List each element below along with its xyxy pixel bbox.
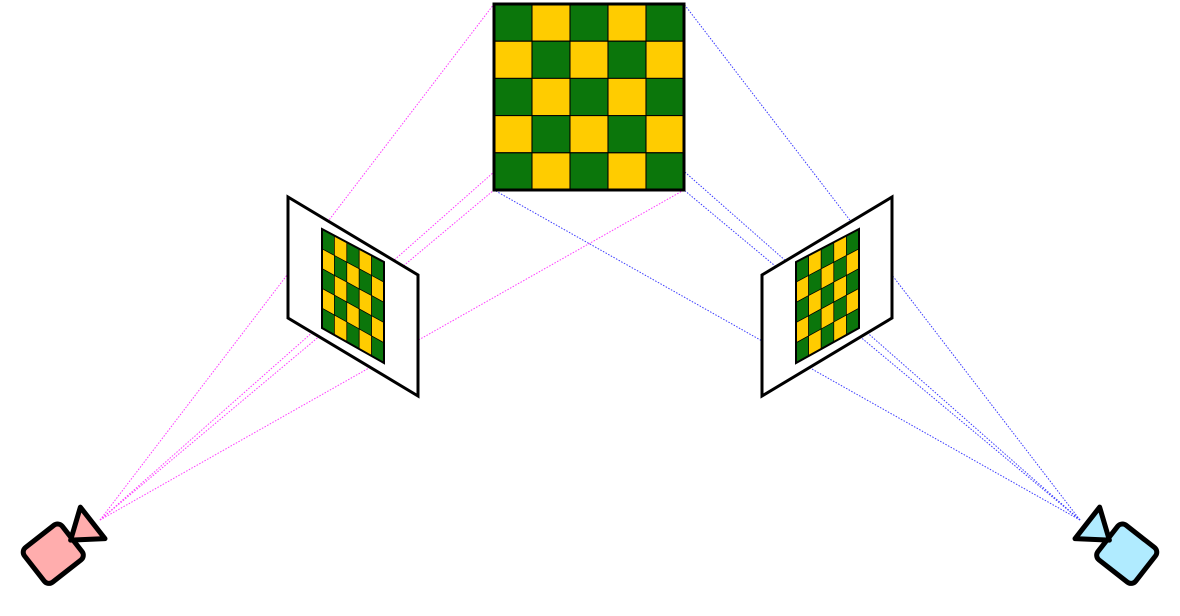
board-square-r3c5 bbox=[645, 77, 685, 117]
board-square-r3c2 bbox=[531, 77, 571, 117]
board-square-r1c4 bbox=[607, 3, 647, 42]
board-square-r3c4 bbox=[607, 77, 647, 117]
board-square-r3c1 bbox=[493, 77, 533, 117]
board-square-r1c3 bbox=[569, 3, 609, 42]
board-square-r4c5 bbox=[645, 115, 685, 154]
right-plane-projected-board-border bbox=[795, 227, 860, 365]
board-square-r2c3 bbox=[569, 40, 609, 79]
right-camera-ray-bottom-right bbox=[683, 189, 1081, 521]
board-square-r5c4 bbox=[607, 152, 647, 191]
board-square-r1c5 bbox=[645, 3, 685, 42]
board-square-r5c1 bbox=[493, 152, 533, 191]
board-square-r2c4 bbox=[607, 40, 647, 79]
calibration-checkerboard bbox=[492, 2, 686, 192]
left-plane-projected-board-border bbox=[321, 227, 385, 365]
board-square-r2c1 bbox=[493, 40, 533, 79]
right-image-plane bbox=[760, 194, 894, 399]
board-border bbox=[492, 2, 686, 192]
board-square-r1c1 bbox=[493, 3, 533, 42]
right-camera-icon bbox=[1072, 504, 1160, 586]
board-square-r5c3 bbox=[569, 152, 609, 191]
left-camera-icon bbox=[20, 504, 108, 586]
board-square-r4c4 bbox=[607, 115, 647, 154]
board-square-r2c5 bbox=[645, 40, 685, 79]
board-square-r4c2 bbox=[531, 115, 571, 154]
board-square-r4c1 bbox=[493, 115, 533, 154]
right-camera-lens bbox=[1072, 504, 1112, 543]
board-square-r5c5 bbox=[645, 152, 685, 191]
board-square-r5c2 bbox=[531, 152, 571, 191]
left-camera-lens bbox=[68, 504, 108, 543]
left-camera-ray-bottom-right bbox=[99, 189, 685, 521]
board-square-r4c3 bbox=[569, 115, 609, 154]
left-image-plane bbox=[286, 194, 420, 399]
board-square-r2c2 bbox=[531, 40, 571, 79]
board-square-r3c3 bbox=[569, 77, 609, 117]
board-square-r1c2 bbox=[531, 3, 571, 42]
